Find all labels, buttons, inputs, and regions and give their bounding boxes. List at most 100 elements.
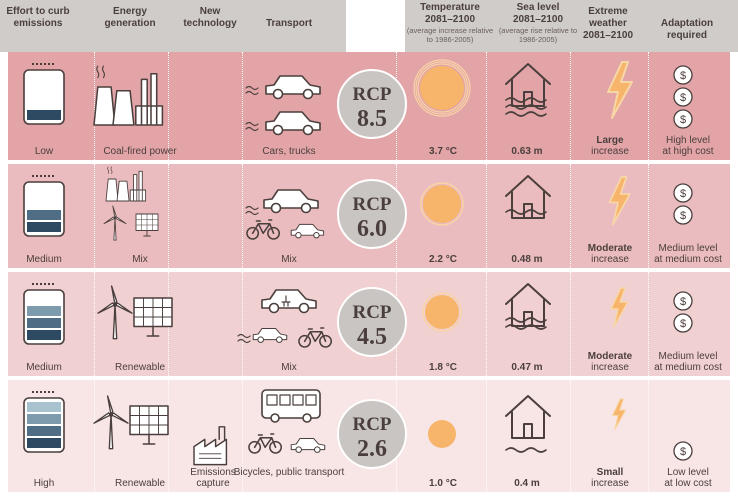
header-temperature-period: 2081–2100 xyxy=(424,14,476,25)
sealevel-value: 0.47 m xyxy=(511,362,543,373)
header-adaptation: Adaptation required xyxy=(660,18,714,41)
adaptation-cost: at medium cost xyxy=(654,254,722,265)
header-sealevel: Sea level 2081–2100 (average rise relati… xyxy=(496,2,580,44)
svg-text:$: $ xyxy=(680,70,686,82)
column-separator xyxy=(486,272,487,376)
wind-turbine-icon xyxy=(103,205,127,241)
header-sealevel-note: (average rise relative to 1986-2005) xyxy=(498,26,578,44)
header-sealevel-title: Sea level xyxy=(516,2,560,13)
house-flood-icon xyxy=(505,175,551,219)
sealevel-value: 0.48 m xyxy=(511,254,543,265)
weather-suffix: increase xyxy=(591,362,629,373)
power-plant-icon xyxy=(93,65,164,126)
transport-label: Mix xyxy=(281,362,297,373)
column-separator xyxy=(168,164,169,268)
header-sealevel-period: 2081–2100 xyxy=(512,14,564,25)
rcp-value: 4.5 xyxy=(357,324,387,350)
exhaust-icon xyxy=(245,85,259,96)
bicycle-icon xyxy=(248,433,283,454)
header-newtech: New technology xyxy=(183,6,237,29)
sealevel-value: 0.4 m xyxy=(514,478,540,489)
battery-segment xyxy=(27,210,61,220)
rcp-label: RCP xyxy=(352,302,391,323)
column-separator xyxy=(648,380,649,492)
rcp-value: 2.6 xyxy=(357,436,387,462)
rcp-label: RCP xyxy=(352,414,391,435)
column-separator xyxy=(242,380,243,492)
battery-segment xyxy=(27,110,61,120)
lightning-icon xyxy=(611,398,627,431)
sun-icon xyxy=(425,295,459,329)
column-separator xyxy=(570,272,571,376)
sun-halo xyxy=(413,59,471,117)
solar-panel-icon xyxy=(133,297,173,337)
weather-level: Small xyxy=(596,467,624,478)
sun-icon xyxy=(423,185,461,223)
exhaust-icon xyxy=(245,205,259,216)
scenario-row: $ $ RCP 6.0 Medium Mix Mix 2.2 °C 0.48 m Moderate… xyxy=(8,164,730,268)
column-separator xyxy=(94,380,95,492)
electric-car-icon xyxy=(261,289,317,314)
dollar-coin-icon: $ xyxy=(673,313,693,333)
header-transport: Transport xyxy=(265,18,313,29)
sun-halo xyxy=(417,63,467,113)
sun-halo xyxy=(422,292,462,332)
column-separator xyxy=(94,164,95,268)
header-bg-left xyxy=(0,0,346,52)
house-flood-icon xyxy=(505,395,551,453)
dollar-coin-icon: $ xyxy=(673,291,693,311)
header-temperature-title: Temperature xyxy=(420,2,480,13)
scenario-row: $ $ RCP 4.5 Medium Renewable Mix 1.8 °C 0.47 m Mo… xyxy=(8,272,730,376)
bicycle-icon xyxy=(298,327,333,348)
column-separator xyxy=(648,272,649,376)
car-icon xyxy=(265,75,321,100)
battery-icon xyxy=(23,283,65,345)
energy-label: Renewable xyxy=(114,362,166,373)
exhaust-icon xyxy=(237,333,251,344)
wind-turbine-icon xyxy=(97,285,133,340)
column-separator xyxy=(648,52,649,160)
table-header: Effort to curb emissions Energy generati… xyxy=(0,0,738,52)
sun-halo xyxy=(420,182,464,226)
column-separator xyxy=(242,272,243,376)
header-weather: Extreme weather 2081–2100 xyxy=(580,6,636,42)
house-flood-icon xyxy=(505,283,551,330)
svg-text:$: $ xyxy=(680,318,686,330)
scenario-row: $ $ $ RCP 8.5 Low Coal-fired power Cars, trucks… xyxy=(8,52,730,160)
newtech-label: Emissions capture xyxy=(190,467,236,489)
weather-level: Moderate xyxy=(587,351,633,362)
effort-label: High xyxy=(33,478,55,489)
battery-segment xyxy=(27,402,61,412)
lightning-icon xyxy=(608,176,631,226)
svg-text:$: $ xyxy=(680,114,686,126)
car-icon xyxy=(290,437,326,453)
temperature-value: 2.2 °C xyxy=(429,254,457,265)
header-energy: Energy generation xyxy=(104,6,156,29)
effort-label: Medium xyxy=(26,254,62,265)
header-temperature-note: (average increase relative to 1986-2005) xyxy=(406,26,494,44)
power-plant-icon xyxy=(105,166,147,202)
dollar-coin-icon: $ xyxy=(673,441,693,461)
weather-level: Large xyxy=(596,135,624,146)
energy-label: Mix xyxy=(132,254,148,265)
effort-label: Low xyxy=(34,146,54,157)
car-icon xyxy=(263,189,319,214)
column-separator xyxy=(94,52,95,160)
adaptation-cost: at low cost xyxy=(664,478,712,489)
rcp-badge xyxy=(337,179,407,249)
weather-level: Moderate xyxy=(587,243,633,254)
dollar-coin-icon: $ xyxy=(673,109,693,129)
column-separator xyxy=(168,52,169,160)
svg-text:$: $ xyxy=(680,92,686,104)
sealevel-value: 0.63 m xyxy=(511,146,543,157)
factory-capture-icon xyxy=(193,426,228,466)
header-temperature: Temperature 2081–2100 (average increase … xyxy=(405,2,495,44)
battery-icon xyxy=(23,175,65,237)
car-icon xyxy=(252,327,288,343)
rcp-badge xyxy=(337,399,407,469)
truck-icon xyxy=(265,111,321,136)
rcp-value: 6.0 xyxy=(357,216,387,242)
